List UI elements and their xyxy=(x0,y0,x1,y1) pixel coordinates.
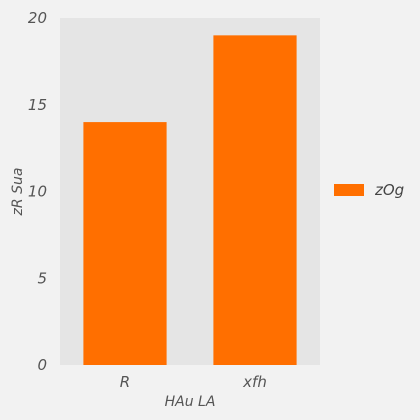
bar-R xyxy=(83,122,167,365)
x-axis-title: HAu LA xyxy=(165,394,216,410)
y-tick-label: 15 xyxy=(28,96,47,114)
y-tick-label: 5 xyxy=(37,269,47,287)
y-tick-label: 20 xyxy=(28,9,47,27)
y-tick-label: 0 xyxy=(37,356,47,374)
y-tick-label: 10 xyxy=(28,183,47,201)
bars xyxy=(83,35,297,365)
legend: zOg xyxy=(334,181,404,199)
x-tick-label: xfh xyxy=(242,373,267,391)
y-axis-title: zR Sua xyxy=(10,168,26,217)
bar-xfh xyxy=(213,35,297,365)
x-tick-label: R xyxy=(120,373,130,391)
legend-label: zOg xyxy=(374,181,404,199)
y-axis-ticks: 0 5 10 15 20 xyxy=(28,9,47,374)
legend-swatch xyxy=(334,184,364,196)
